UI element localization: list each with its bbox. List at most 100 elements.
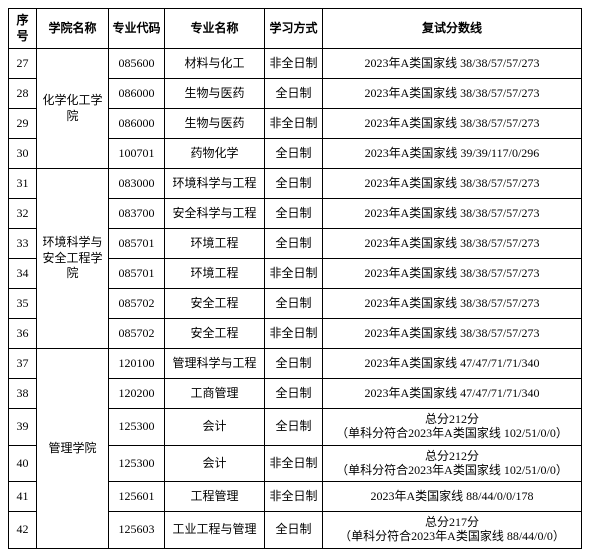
cell-mode: 全日制 <box>265 79 323 109</box>
cell-score: 2023年A类国家线 39/39/117/0/296 <box>323 139 582 169</box>
cell-major: 材料与化工 <box>165 49 265 79</box>
table-row: 37 管理学院 120100 管理科学与工程 全日制 2023年A类国家线 47… <box>9 349 582 379</box>
cell-code: 125601 <box>109 482 165 512</box>
cell-score: 2023年A类国家线 38/38/57/57/273 <box>323 49 582 79</box>
header-row: 序号 学院名称 专业代码 专业名称 学习方式 复试分数线 <box>9 9 582 49</box>
cell-idx: 39 <box>9 409 37 446</box>
cell-code: 086000 <box>109 79 165 109</box>
cell-code: 085600 <box>109 49 165 79</box>
header-mode: 学习方式 <box>265 9 323 49</box>
cell-score: 2023年A类国家线 38/38/57/57/273 <box>323 259 582 289</box>
cell-mode: 全日制 <box>265 349 323 379</box>
cell-code: 086000 <box>109 109 165 139</box>
cell-score: 总分212分 （单科分符合2023年A类国家线 102/51/0/0） <box>323 409 582 446</box>
cell-major: 工程管理 <box>165 482 265 512</box>
cell-idx: 34 <box>9 259 37 289</box>
cell-code: 085702 <box>109 319 165 349</box>
score-line2: （单科分符合2023年A类国家线 102/51/0/0） <box>336 463 568 477</box>
cell-score: 2023年A类国家线 88/44/0/0/178 <box>323 482 582 512</box>
cell-score: 2023年A类国家线 38/38/57/57/273 <box>323 319 582 349</box>
cell-major: 安全工程 <box>165 319 265 349</box>
cell-code: 125603 <box>109 512 165 549</box>
cell-mode: 非全日制 <box>265 482 323 512</box>
cell-idx: 42 <box>9 512 37 549</box>
cell-mode: 非全日制 <box>265 319 323 349</box>
cell-mode: 非全日制 <box>265 109 323 139</box>
cell-code: 100701 <box>109 139 165 169</box>
cell-idx: 31 <box>9 169 37 199</box>
cell-code: 125300 <box>109 409 165 446</box>
header-idx: 序号 <box>9 9 37 49</box>
cell-idx: 41 <box>9 482 37 512</box>
score-line2: （单科分符合2023年A类国家线 102/51/0/0） <box>336 426 568 440</box>
cell-code: 083000 <box>109 169 165 199</box>
cell-major: 管理科学与工程 <box>165 349 265 379</box>
cell-code: 120200 <box>109 379 165 409</box>
cell-major: 会计 <box>165 409 265 446</box>
cell-score: 总分217分 （单科分符合2023年A类国家线 88/44/0/0） <box>323 512 582 549</box>
cell-mode: 全日制 <box>265 139 323 169</box>
header-score: 复试分数线 <box>323 9 582 49</box>
cell-dept: 化学化工学院 <box>37 49 109 169</box>
cell-major: 会计 <box>165 445 265 482</box>
cell-score: 2023年A类国家线 38/38/57/57/273 <box>323 109 582 139</box>
cell-major: 环境工程 <box>165 229 265 259</box>
score-table: 序号 学院名称 专业代码 专业名称 学习方式 复试分数线 27 化学化工学院 0… <box>8 8 582 549</box>
cell-mode: 全日制 <box>265 229 323 259</box>
cell-mode: 全日制 <box>265 199 323 229</box>
cell-idx: 37 <box>9 349 37 379</box>
cell-score: 总分212分 （单科分符合2023年A类国家线 102/51/0/0） <box>323 445 582 482</box>
cell-mode: 非全日制 <box>265 259 323 289</box>
cell-major: 生物与医药 <box>165 109 265 139</box>
cell-mode: 全日制 <box>265 289 323 319</box>
header-major: 专业名称 <box>165 9 265 49</box>
table-row: 31 环境科学与安全工程学院 083000 环境科学与工程 全日制 2023年A… <box>9 169 582 199</box>
cell-idx: 32 <box>9 199 37 229</box>
cell-major: 药物化学 <box>165 139 265 169</box>
cell-idx: 27 <box>9 49 37 79</box>
cell-score: 2023年A类国家线 38/38/57/57/273 <box>323 289 582 319</box>
cell-idx: 29 <box>9 109 37 139</box>
cell-dept: 管理学院 <box>37 349 109 549</box>
score-line1: 总分212分 <box>425 412 479 426</box>
cell-idx: 36 <box>9 319 37 349</box>
cell-code: 085701 <box>109 229 165 259</box>
cell-idx: 30 <box>9 139 37 169</box>
cell-idx: 33 <box>9 229 37 259</box>
cell-score: 2023年A类国家线 38/38/57/57/273 <box>323 199 582 229</box>
cell-major: 工业工程与管理 <box>165 512 265 549</box>
cell-mode: 全日制 <box>265 512 323 549</box>
cell-code: 085701 <box>109 259 165 289</box>
cell-mode: 全日制 <box>265 409 323 446</box>
cell-idx: 35 <box>9 289 37 319</box>
cell-idx: 38 <box>9 379 37 409</box>
cell-mode: 非全日制 <box>265 49 323 79</box>
cell-score: 2023年A类国家线 47/47/71/71/340 <box>323 349 582 379</box>
cell-score: 2023年A类国家线 38/38/57/57/273 <box>323 229 582 259</box>
header-code: 专业代码 <box>109 9 165 49</box>
cell-major: 环境科学与工程 <box>165 169 265 199</box>
cell-major: 工商管理 <box>165 379 265 409</box>
cell-idx: 40 <box>9 445 37 482</box>
cell-code: 083700 <box>109 199 165 229</box>
cell-idx: 28 <box>9 79 37 109</box>
header-dept: 学院名称 <box>37 9 109 49</box>
cell-major: 安全工程 <box>165 289 265 319</box>
cell-score: 2023年A类国家线 47/47/71/71/340 <box>323 379 582 409</box>
cell-score: 2023年A类国家线 38/38/57/57/273 <box>323 169 582 199</box>
cell-code: 120100 <box>109 349 165 379</box>
cell-code: 085702 <box>109 289 165 319</box>
cell-major: 环境工程 <box>165 259 265 289</box>
score-line1: 总分212分 <box>425 449 479 463</box>
cell-mode: 非全日制 <box>265 445 323 482</box>
score-line1: 总分217分 <box>425 515 479 529</box>
cell-score: 2023年A类国家线 38/38/57/57/273 <box>323 79 582 109</box>
cell-dept: 环境科学与安全工程学院 <box>37 169 109 349</box>
cell-mode: 全日制 <box>265 379 323 409</box>
cell-code: 125300 <box>109 445 165 482</box>
table-row: 27 化学化工学院 085600 材料与化工 非全日制 2023年A类国家线 3… <box>9 49 582 79</box>
cell-major: 安全科学与工程 <box>165 199 265 229</box>
score-line2: （单科分符合2023年A类国家线 88/44/0/0） <box>339 529 565 543</box>
cell-major: 生物与医药 <box>165 79 265 109</box>
cell-mode: 全日制 <box>265 169 323 199</box>
